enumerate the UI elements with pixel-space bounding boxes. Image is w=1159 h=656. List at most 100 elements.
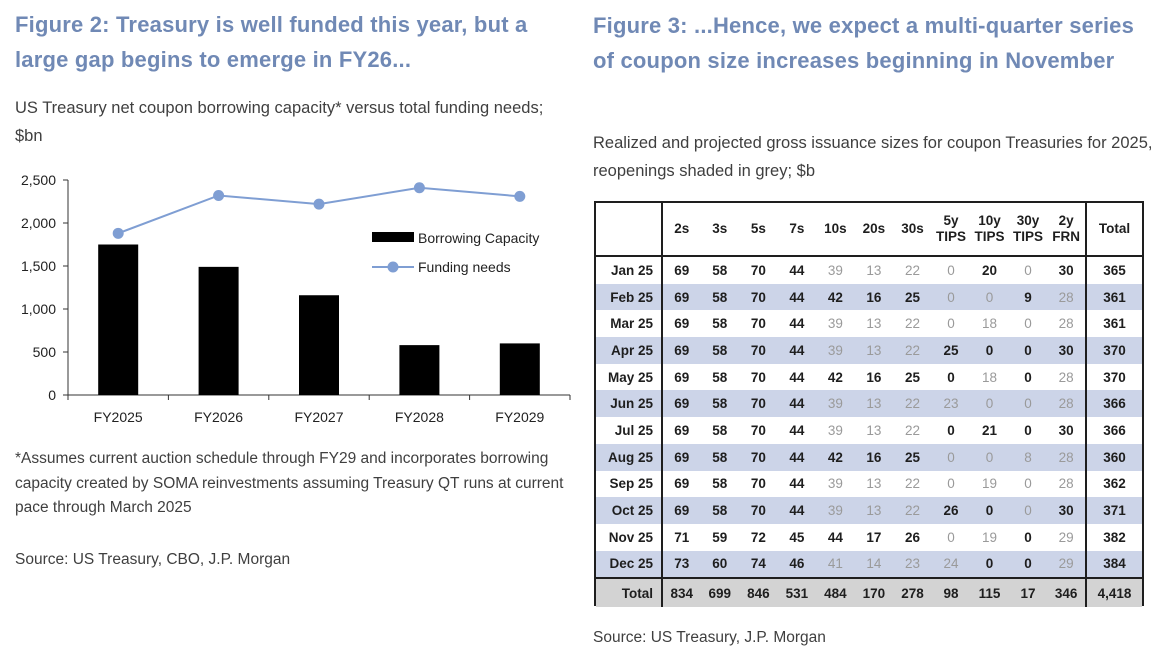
table-cell: 69 (674, 369, 690, 385)
legend-label-funding-needs: Funding needs (418, 259, 511, 275)
table-cell: 41 (816, 550, 855, 579)
bar-borrowing-capacity (198, 266, 239, 395)
table-cell: 44 (789, 369, 805, 385)
table-cell: 58 (712, 316, 728, 332)
table-cell: 30 (1058, 422, 1074, 438)
table-cell: 0 (1024, 316, 1032, 332)
table-cell: 44 (789, 422, 805, 438)
table-row: Feb 25 69 58 70 44 42 16 25 0 0 9 28 361 (596, 283, 1142, 311)
total-row-label: Total (596, 577, 663, 608)
table-cell: 58 (712, 262, 728, 278)
table-cell: 58 (712, 476, 728, 492)
bar-borrowing-capacity (299, 295, 339, 395)
y-tick-label: 2,000 (21, 215, 56, 231)
table-cell: 23 (931, 390, 971, 418)
funding-needs-point (313, 198, 325, 210)
table-cell: 16 (854, 443, 894, 471)
table-cell: 45 (789, 529, 805, 545)
table-row: Jul 25 69 58 70 44 39 13 22 0 21 0 30 366 (596, 417, 1142, 444)
table-cell: 0 (931, 443, 971, 471)
total-cell: 846 (739, 577, 778, 608)
table-cell: 22 (893, 497, 932, 524)
table-cell: 21 (982, 422, 998, 438)
table-cell: 44 (777, 337, 817, 364)
table-cell: 28 (1047, 390, 1086, 418)
table-cell: 44 (789, 262, 805, 278)
y-tick-label: 500 (33, 344, 57, 360)
table-row: Jun 25 69 58 70 44 39 13 22 23 0 0 28 366 (596, 390, 1142, 418)
table-cell: 18 (982, 316, 998, 332)
row-total-cell: 384 (1085, 550, 1142, 579)
total-cell: 484 (816, 577, 855, 608)
bar-borrowing-capacity (399, 345, 440, 395)
table-cell: 44 (777, 443, 817, 471)
table-cell: 0 (1024, 529, 1032, 545)
table-cell: 44 (777, 390, 817, 418)
row-total-cell: 360 (1085, 443, 1142, 471)
table-cell: 0 (1024, 422, 1032, 438)
table-cell: 0 (1008, 497, 1048, 524)
table-cell: 0 (947, 369, 955, 385)
table-row: Dec 25 73 60 74 46 41 14 23 24 0 0 29 384 (596, 550, 1142, 579)
table-cell: 69 (674, 476, 690, 492)
x-axis: FY2025 FY2026 FY2027 FY2028 FY2029 (67, 394, 571, 425)
table-cell: 8 (1008, 443, 1048, 471)
legend-bar-swatch (372, 232, 414, 242)
table-cell: 29 (1047, 550, 1086, 579)
column-header: 3s (700, 203, 740, 257)
table-cell: 13 (854, 337, 894, 364)
table-cell: 58 (700, 283, 740, 311)
funding-needs-point (514, 190, 526, 202)
table-cell: 28 (1058, 369, 1074, 385)
table-cell: 22 (893, 390, 932, 418)
table-header-row: 2s 3s 5s 7s 10s 20s 30s 5y TIPS 10y TIPS 30y TIPS 2y F… (596, 203, 1142, 257)
issuance-table: 2s 3s 5s 7s 10s 20s 30s 5y TIPS 10y TIPS 30y TIPS 2y F… (596, 203, 1142, 608)
row-month-label: Jan 25 (596, 256, 663, 284)
table-cell: 70 (739, 497, 778, 524)
table-cell: 0 (947, 262, 955, 278)
table-cell: 0 (970, 337, 1009, 364)
line-series (112, 182, 526, 239)
table-cell: 69 (674, 422, 690, 438)
table-cell: 72 (750, 529, 766, 545)
table-cell: 69 (674, 316, 690, 332)
table-cell: 22 (904, 262, 920, 278)
table-cell: 69 (662, 337, 701, 364)
column-header: 20s (854, 203, 894, 257)
table-cell: 70 (750, 262, 766, 278)
row-month-label: Jul 25 (596, 417, 663, 444)
total-cell: 699 (700, 577, 740, 608)
total-cell: 4,418 (1085, 577, 1142, 608)
table-cell: 59 (712, 529, 728, 545)
table-cell: 0 (947, 316, 955, 332)
table-cell: 58 (712, 369, 728, 385)
figure-3-subtitle: Realized and projected gross issuance si… (593, 134, 1153, 180)
table-row: May 25 69 58 70 44 42 16 25 0 18 0 28 370 (596, 363, 1142, 391)
table-cell: 0 (931, 283, 971, 311)
funding-needs-point (213, 189, 225, 201)
table-cell: 44 (789, 476, 805, 492)
total-cell: 346 (1047, 577, 1086, 608)
total-cell: 98 (931, 577, 971, 608)
table-cell: 29 (1058, 529, 1074, 545)
table-cell: 60 (700, 550, 740, 579)
total-cell: 115 (970, 577, 1009, 608)
table-cell: 39 (816, 390, 855, 418)
table-row: Jan 25 69 58 70 44 39 13 22 0 20 0 30 365 (596, 256, 1142, 284)
table-cell: 13 (866, 476, 882, 492)
row-month-label: Sep 25 (596, 470, 663, 498)
table-cell: 0 (970, 390, 1009, 418)
table-cell: 19 (982, 476, 998, 492)
y-tick-label: 2,500 (21, 172, 56, 188)
table-cell: 39 (816, 337, 855, 364)
row-month-label: Mar 25 (596, 310, 663, 338)
legend-marker (387, 261, 399, 273)
y-tick-label: 1,000 (21, 301, 56, 317)
row-total-cell: 370 (1085, 337, 1142, 364)
table-cell: 13 (854, 497, 894, 524)
table-cell: 0 (1008, 550, 1048, 579)
table-cell: 20 (982, 262, 998, 278)
column-header: 10y TIPS (970, 203, 1009, 257)
total-cell: 834 (662, 577, 701, 608)
